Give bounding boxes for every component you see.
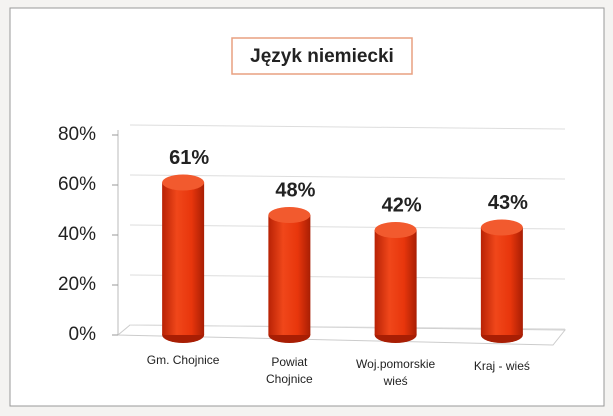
- bar-top: [162, 174, 205, 191]
- bar-top: [374, 222, 417, 238]
- data-label: 61%: [169, 147, 209, 169]
- bar: [374, 230, 417, 335]
- data-label: 43%: [488, 192, 528, 214]
- y-tick-label: 80%: [58, 124, 96, 145]
- bar: [162, 182, 205, 335]
- x-tick-label: Woj.pomorskie wieś: [356, 357, 436, 388]
- bar: [480, 227, 523, 335]
- bar: [268, 215, 311, 335]
- title-box: [231, 37, 413, 75]
- x-tick-label: Kraj - wieś: [473, 359, 530, 373]
- grid-line: [129, 174, 566, 180]
- grid-line: [129, 124, 566, 130]
- data-label: 42%: [382, 194, 422, 216]
- y-tick-label: 20%: [58, 274, 96, 295]
- y-tick-label: 40%: [58, 224, 96, 245]
- x-tick-label: Gm. Chojnice: [146, 353, 220, 367]
- floor: [116, 324, 567, 346]
- chart-title: Język niemiecki: [250, 46, 394, 67]
- bar-top: [268, 207, 311, 223]
- y-tick-label: 0%: [69, 324, 97, 345]
- y-tick-label: 60%: [58, 174, 96, 195]
- bar-top: [480, 219, 523, 236]
- x-tick-label: Powiat Chojnice: [266, 355, 313, 386]
- data-label: 48%: [275, 179, 315, 201]
